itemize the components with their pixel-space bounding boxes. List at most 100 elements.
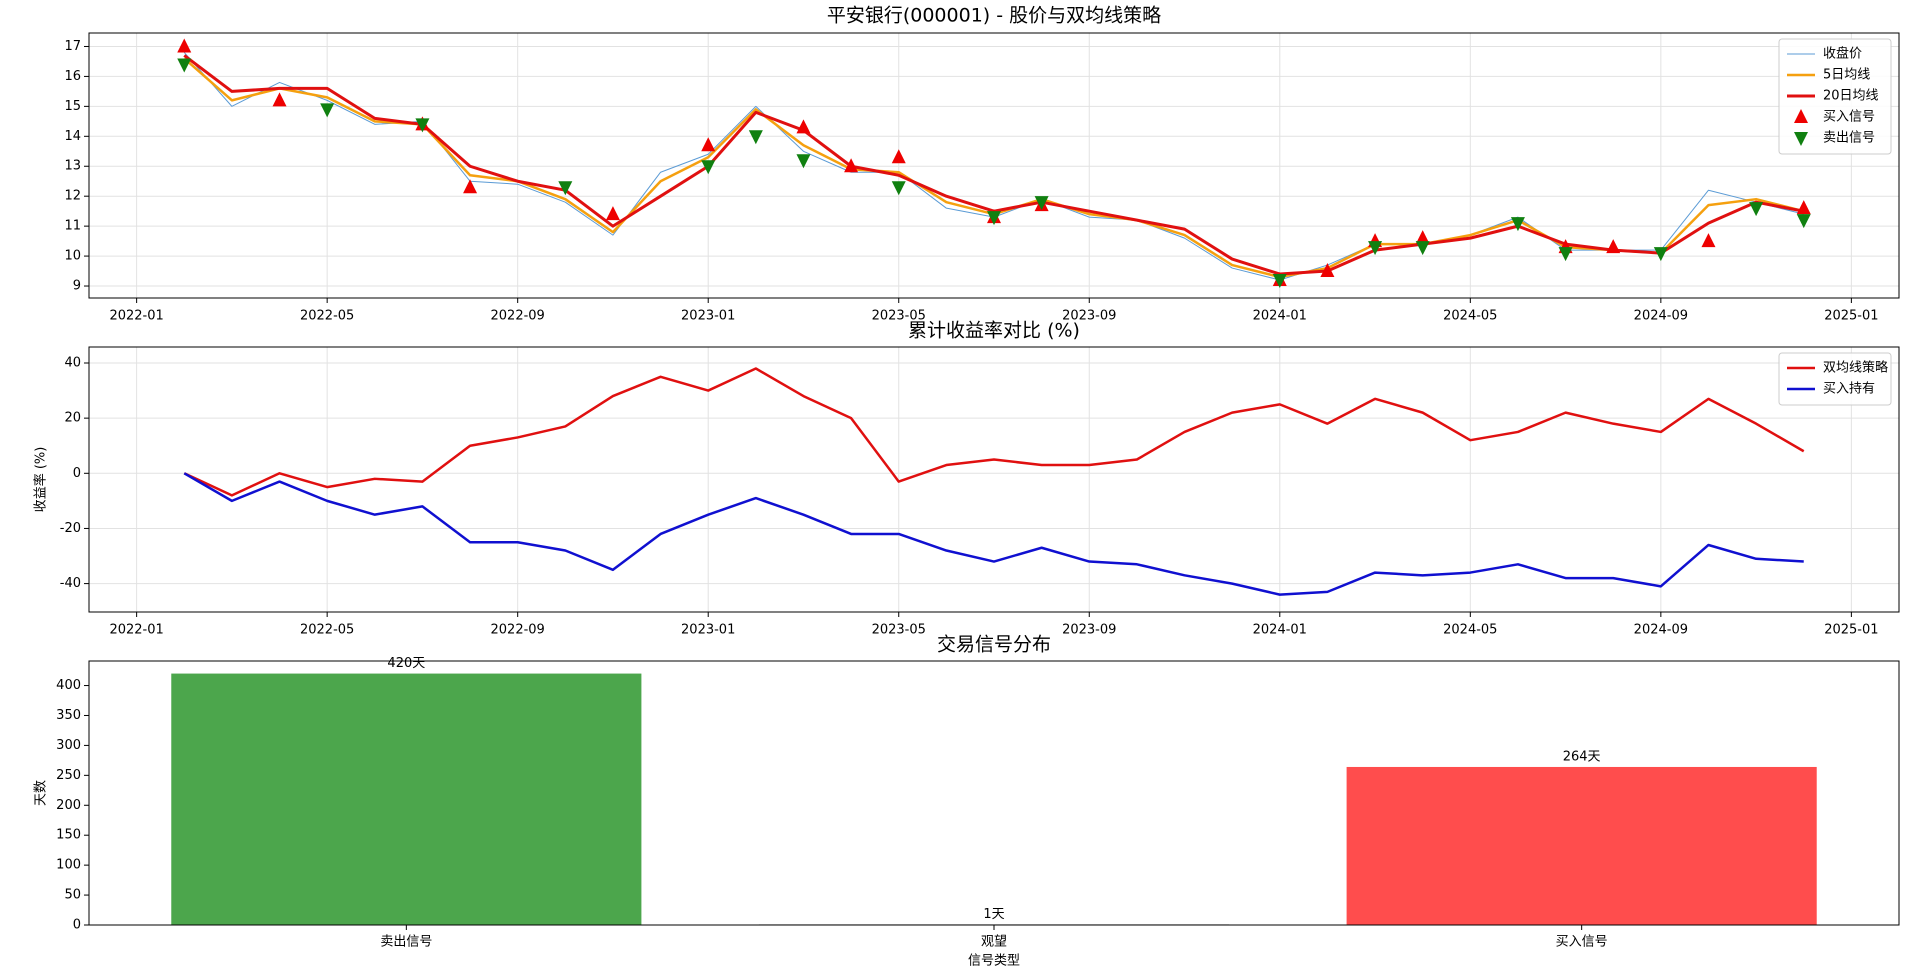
x-tick-label: 2024-01 <box>1253 309 1307 324</box>
chart-title: 交易信号分布 <box>937 634 1051 656</box>
signal-marker <box>1606 239 1621 254</box>
signal-marker <box>272 92 287 107</box>
legend-label: 卖出信号 <box>1823 131 1875 146</box>
x-tick-label: 2023-05 <box>872 309 926 324</box>
signal-marker <box>177 58 192 73</box>
legend-label: 5日均线 <box>1823 68 1870 83</box>
signal-marker <box>415 118 430 133</box>
signal-marker <box>177 38 192 53</box>
chart-title: 平安银行(000001) - 股价与双均线策略 <box>827 5 1161 27</box>
legend-label: 买入持有 <box>1823 382 1875 397</box>
signal-marker <box>796 154 811 169</box>
legend-box <box>1778 352 1892 406</box>
signal-marker <box>605 206 620 221</box>
x-tick-label: 2024-09 <box>1634 309 1688 324</box>
plot-frame <box>88 346 1900 613</box>
x-axis-label: 信号类型 <box>968 954 1020 967</box>
x-tick-label: 2025-01 <box>1824 309 1878 324</box>
y-axis-label: 收益率 (%) <box>33 447 49 513</box>
x-tick-label: 2022-01 <box>109 623 163 638</box>
signal-marker <box>1320 263 1335 278</box>
legend-box <box>1778 38 1892 155</box>
y-tick-label: 16 <box>64 69 81 84</box>
signal-marker <box>1510 217 1525 232</box>
y-tick-label: 13 <box>64 159 81 174</box>
y-tick-label: 9 <box>73 279 81 294</box>
x-tick-label: 2022-09 <box>491 309 545 324</box>
y-tick-label: 40 <box>64 355 81 370</box>
x-tick-label: 2022-05 <box>300 309 354 324</box>
y-tick-label: 100 <box>56 858 81 873</box>
x-tick-label: 2024-01 <box>1253 623 1307 638</box>
y-tick-label: 150 <box>56 828 81 843</box>
line-series <box>183 472 1804 596</box>
y-tick-label: 400 <box>56 678 81 693</box>
signal-marker <box>1653 247 1668 262</box>
x-tick-label: 2024-05 <box>1443 309 1497 324</box>
y-tick-label: 15 <box>64 99 81 114</box>
legend-label: 双均线策略 <box>1823 360 1888 376</box>
y-tick-label: -40 <box>60 576 81 591</box>
value-label: 264天 <box>1563 749 1601 764</box>
x-tick-label: 2024-09 <box>1634 623 1688 638</box>
signal-marker <box>891 149 906 164</box>
x-tick-label: 2023-01 <box>681 309 735 324</box>
signal-marker <box>1701 233 1716 248</box>
signal-marker <box>701 160 716 175</box>
signal-marker <box>1749 202 1764 217</box>
x-tick-label: 观望 <box>981 934 1007 950</box>
y-tick-label: 0 <box>73 918 81 933</box>
signal-marker <box>1272 274 1287 289</box>
y-tick-label: 11 <box>64 219 81 234</box>
legend-label: 收盘价 <box>1823 46 1862 62</box>
y-tick-label: 300 <box>56 738 81 753</box>
legend-swatch <box>1794 109 1808 123</box>
signal-marker <box>1034 196 1049 211</box>
legend-label: 20日均线 <box>1823 89 1879 104</box>
x-tick-label: 2022-05 <box>300 623 354 638</box>
x-tick-label: 买入信号 <box>1556 935 1608 950</box>
signal-marker <box>1558 247 1573 262</box>
plot-frame <box>88 660 1900 926</box>
x-tick-label: 2022-01 <box>109 309 163 324</box>
bar <box>1346 766 1817 925</box>
signal-marker <box>748 130 763 145</box>
y-tick-label: 350 <box>56 708 81 723</box>
legend-swatch <box>1794 132 1808 146</box>
y-tick-label: 50 <box>64 888 81 903</box>
y-tick-label: 250 <box>56 768 81 783</box>
y-tick-label: 14 <box>64 129 81 144</box>
chart-title: 累计收益率对比 (%) <box>908 320 1080 342</box>
signal-marker <box>1415 241 1430 256</box>
y-tick-label: 17 <box>64 39 81 54</box>
signal-marker <box>1368 241 1383 256</box>
signal-marker <box>701 137 716 152</box>
value-label: 1天 <box>983 907 1004 922</box>
signal-marker <box>796 119 811 134</box>
line-series <box>183 54 1805 276</box>
x-tick-label: 2022-09 <box>491 623 545 638</box>
y-tick-label: 0 <box>73 466 81 481</box>
signal-marker <box>320 103 335 118</box>
value-label: 420天 <box>387 656 425 671</box>
x-tick-label: 2023-01 <box>681 623 735 638</box>
bar <box>171 673 642 925</box>
x-tick-label: 2023-09 <box>1062 309 1116 324</box>
line-series <box>183 57 1805 279</box>
x-tick-label: 2024-05 <box>1443 623 1497 638</box>
plot-frame <box>88 32 1900 299</box>
x-tick-label: 2023-09 <box>1062 623 1116 638</box>
y-tick-label: 200 <box>56 798 81 813</box>
signal-marker <box>1796 214 1811 229</box>
x-tick-label: 2025-01 <box>1824 623 1878 638</box>
signal-marker <box>1796 200 1811 215</box>
legend-label: 买入信号 <box>1823 110 1875 125</box>
signal-marker <box>891 181 906 196</box>
y-tick-label: 10 <box>64 249 81 264</box>
signal-marker <box>558 181 573 196</box>
y-tick-label: -20 <box>60 521 81 536</box>
y-tick-label: 20 <box>64 411 81 426</box>
x-tick-label: 2023-05 <box>872 623 926 638</box>
signal-marker <box>844 158 859 173</box>
